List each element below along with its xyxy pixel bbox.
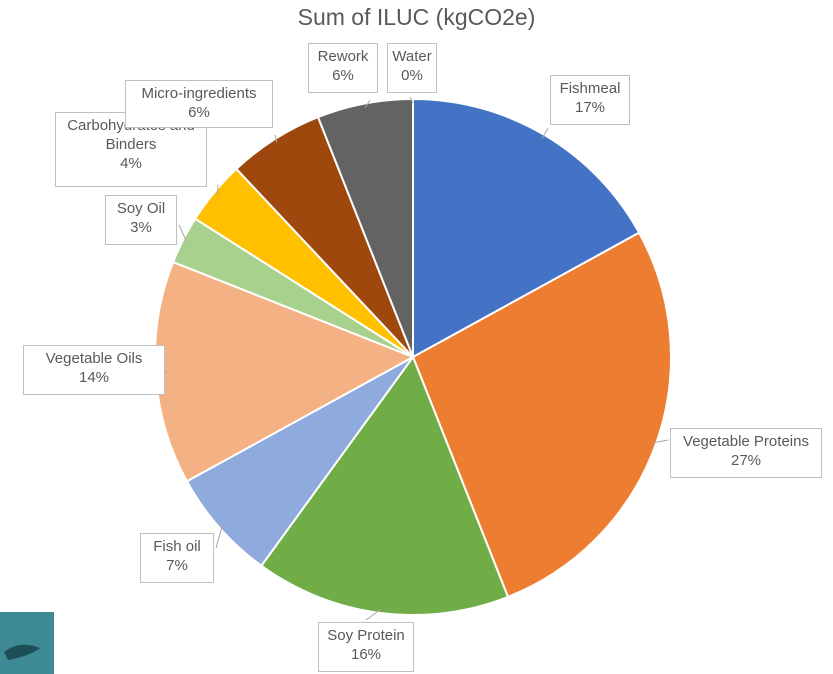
thumbnail-image [0,612,54,674]
data-label: Rework 6% [308,43,378,93]
label-value: 3% [130,219,152,236]
label-category: Fish oil [153,538,201,555]
label-value: 7% [166,557,188,574]
leader-line [178,224,188,242]
data-label: Soy Oil 3% [105,195,177,245]
thumbnail-detail [4,644,40,660]
leader-line [409,96,414,104]
leader-line [541,127,549,139]
leader-line [274,134,278,143]
data-label: Fish oil 7% [140,533,214,583]
chart-title: Sum of ILUC (kgCO2e) [297,4,536,30]
pie-slice [185,356,414,568]
data-label: Micro-ingredients 6% [125,80,273,128]
leader-line [215,524,223,549]
label-value: 27% [730,452,762,469]
label-category: Soy Oil [116,200,166,217]
leader-line [365,608,382,621]
pie-slice [411,231,672,599]
label-value: 6% [188,104,210,121]
data-label: Water 0% [387,43,437,93]
label-category: Micro-ingredients [141,85,257,102]
label-value: 14% [78,369,110,386]
label-category: Vegetable Oils [45,350,143,367]
label-category: Vegetable Proteins [683,433,809,450]
data-label: Fishmeal 17% [550,75,630,125]
label-category: Rework [317,48,369,65]
label-category: Water [392,48,432,65]
label-category: Soy Protein [327,627,405,644]
label-category: Fishmeal [559,80,621,97]
data-label: Vegetable Proteins 27% [670,428,822,478]
label-value: 17% [574,99,606,116]
label-value: 4% [120,155,142,172]
leader-line [651,439,669,444]
label-value: 6% [332,67,354,84]
pie-slice [259,354,510,616]
label-value: 0% [401,67,423,84]
data-label: Soy Protein 16% [318,622,414,672]
label-value: 16% [350,646,382,663]
leader-line [364,99,371,108]
data-label: Vegetable Oils 14% [23,345,165,395]
leader-line [216,184,219,196]
